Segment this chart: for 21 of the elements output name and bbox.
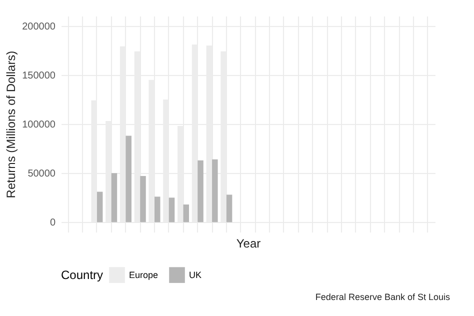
bar (226, 194, 232, 222)
text: Federal Reserve Bank of St Louis (315, 292, 450, 302)
bar (126, 136, 132, 222)
y-tick-label: 0 (50, 218, 56, 229)
x-axis-title: Year (236, 236, 261, 250)
bar (183, 204, 190, 222)
y-tick-label: 100000 (22, 120, 56, 130)
legend-label: Europe (129, 270, 158, 280)
legend-label: UK (189, 270, 202, 280)
bar (198, 160, 204, 222)
bar (96, 192, 103, 222)
legend-title: Country (61, 268, 104, 282)
y-axis-title: Returns (Millions of Dollars) (4, 50, 18, 198)
bar (111, 173, 118, 222)
bar (140, 176, 146, 222)
y-tick-label: 200000 (22, 21, 56, 32)
bar (154, 196, 160, 222)
y-tick-label: 50000 (28, 168, 56, 180)
bar (168, 198, 175, 222)
bar (212, 159, 218, 222)
y-tick-label: 150000 (22, 70, 56, 82)
